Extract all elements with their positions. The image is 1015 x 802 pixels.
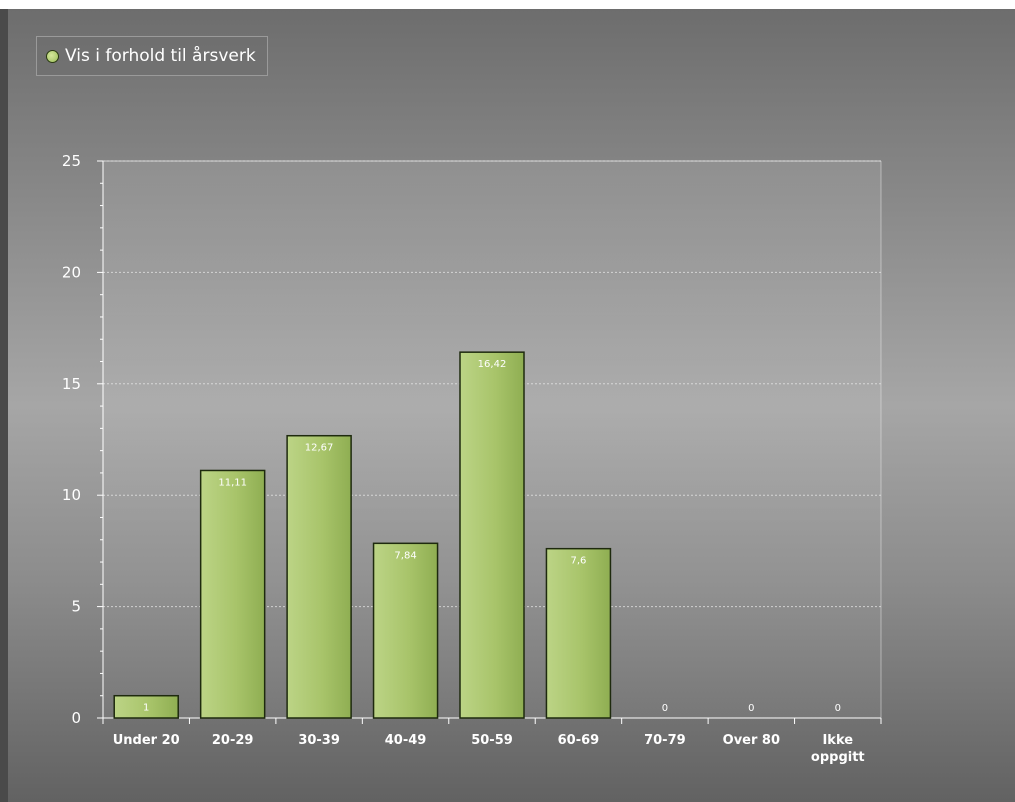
- x-tick-label: Under 20: [113, 733, 180, 748]
- y-tick-label: 5: [71, 598, 81, 616]
- x-tick-label: 70-79: [644, 733, 686, 748]
- bar: [372, 542, 439, 719]
- top-strip: [0, 0, 1015, 9]
- x-tick-label: 60-69: [558, 733, 600, 748]
- labels: 0 5 10 15 20 25 1 Under 20 11,11 20-29 12,67 30-39 7…: [62, 152, 865, 765]
- data-label: 0: [835, 703, 841, 714]
- data-label: 12,67: [305, 443, 334, 454]
- bar: [459, 351, 525, 719]
- data-label: 7,84: [394, 550, 416, 561]
- x-tick-label: Ikke: [822, 733, 853, 748]
- x-tick-label: 50-59: [471, 733, 513, 748]
- x-tick-label: oppgitt: [811, 750, 865, 765]
- y-tick-label: 25: [62, 152, 81, 170]
- y-tick-label: 10: [62, 486, 81, 504]
- bar: [286, 434, 352, 719]
- y-tick-label: 0: [71, 709, 81, 727]
- legend-label: Vis i forhold til årsverk: [65, 46, 256, 66]
- bars: [113, 351, 612, 719]
- x-tick-label: 30-39: [298, 733, 340, 748]
- data-label: 11,11: [218, 477, 247, 488]
- bar: [199, 469, 266, 719]
- bar: [545, 547, 612, 719]
- legend-toggle[interactable]: Vis i forhold til årsverk: [36, 36, 268, 76]
- y-tick-label: 15: [62, 375, 81, 393]
- data-label: 0: [748, 703, 754, 714]
- x-tick-label: Over 80: [723, 733, 780, 748]
- y-tick-label: 20: [62, 263, 81, 281]
- x-tick-label: 20-29: [212, 733, 254, 748]
- x-tick-label: 40-49: [385, 733, 427, 748]
- data-label: 16,42: [478, 359, 507, 370]
- data-label: 1: [143, 703, 149, 714]
- data-label: 0: [662, 703, 668, 714]
- data-label: 7,6: [570, 556, 586, 567]
- legend-dot-icon: [46, 49, 59, 63]
- bar: [113, 694, 179, 719]
